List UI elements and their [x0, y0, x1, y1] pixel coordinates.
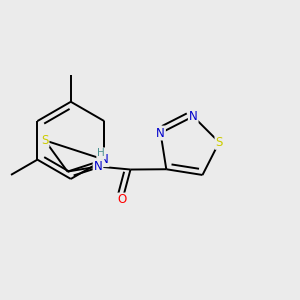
Text: N: N	[94, 160, 102, 173]
Text: N: N	[189, 110, 198, 123]
Text: H: H	[97, 148, 105, 158]
Text: N: N	[156, 127, 165, 140]
Text: O: O	[118, 194, 127, 206]
Text: S: S	[215, 136, 223, 149]
Text: S: S	[41, 134, 49, 147]
Text: N: N	[100, 153, 109, 166]
